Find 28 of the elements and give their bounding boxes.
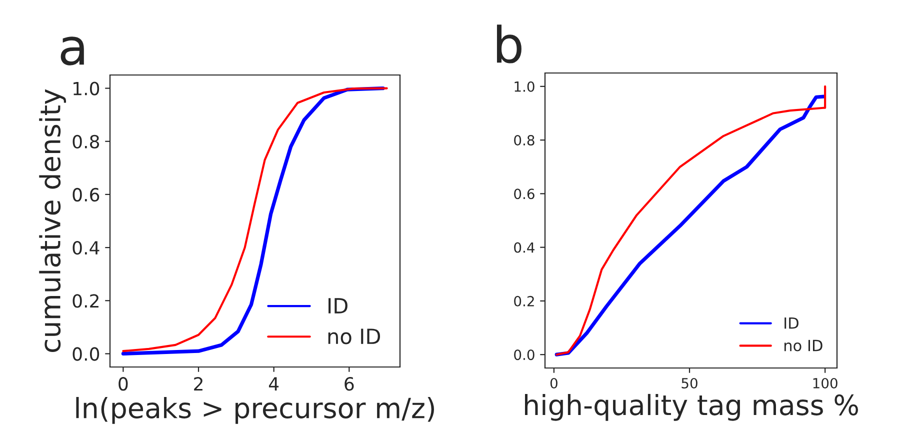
- legend-label: ID: [784, 318, 798, 329]
- y-tick-label: 0.4: [514, 242, 534, 253]
- y-tick-label: 0.8: [514, 135, 534, 146]
- x-axis-title: high-quality tag mass %: [524, 394, 858, 421]
- y-tick-label: 1.0: [514, 81, 534, 92]
- x-tick-label: 2: [194, 377, 202, 390]
- x-tick-label: 0: [118, 377, 128, 391]
- x-tick-label: 4: [268, 377, 279, 390]
- x-axis-title: ln(peaks > precursor m/z): [76, 396, 434, 424]
- legend-label: no ID: [784, 340, 822, 352]
- x-tick-label: 50: [682, 378, 698, 388]
- x-tick-label: 100: [813, 378, 838, 388]
- legend-label: ID: [328, 298, 348, 314]
- y-tick-label: 0.0: [72, 347, 100, 361]
- chart-title: b: [496, 24, 522, 64]
- y-axis-title: cumulative density: [39, 89, 66, 352]
- y-tick-label: 0.6: [514, 188, 534, 200]
- legend-label: no ID: [328, 328, 380, 344]
- x-tick-label: 0: [550, 378, 558, 388]
- y-tick-label: 0.0: [514, 350, 534, 360]
- y-tick-label: 0.8: [72, 134, 100, 148]
- x-tick-label: 6: [344, 377, 354, 391]
- y-tick-label: 0.2: [514, 296, 534, 306]
- chart-title: a: [60, 36, 84, 66]
- y-tick-label: 0.2: [72, 294, 98, 308]
- y-tick-label: 0.4: [72, 241, 100, 255]
- y-tick-label: 0.6: [72, 188, 100, 202]
- y-tick-label: 1.0: [74, 82, 100, 96]
